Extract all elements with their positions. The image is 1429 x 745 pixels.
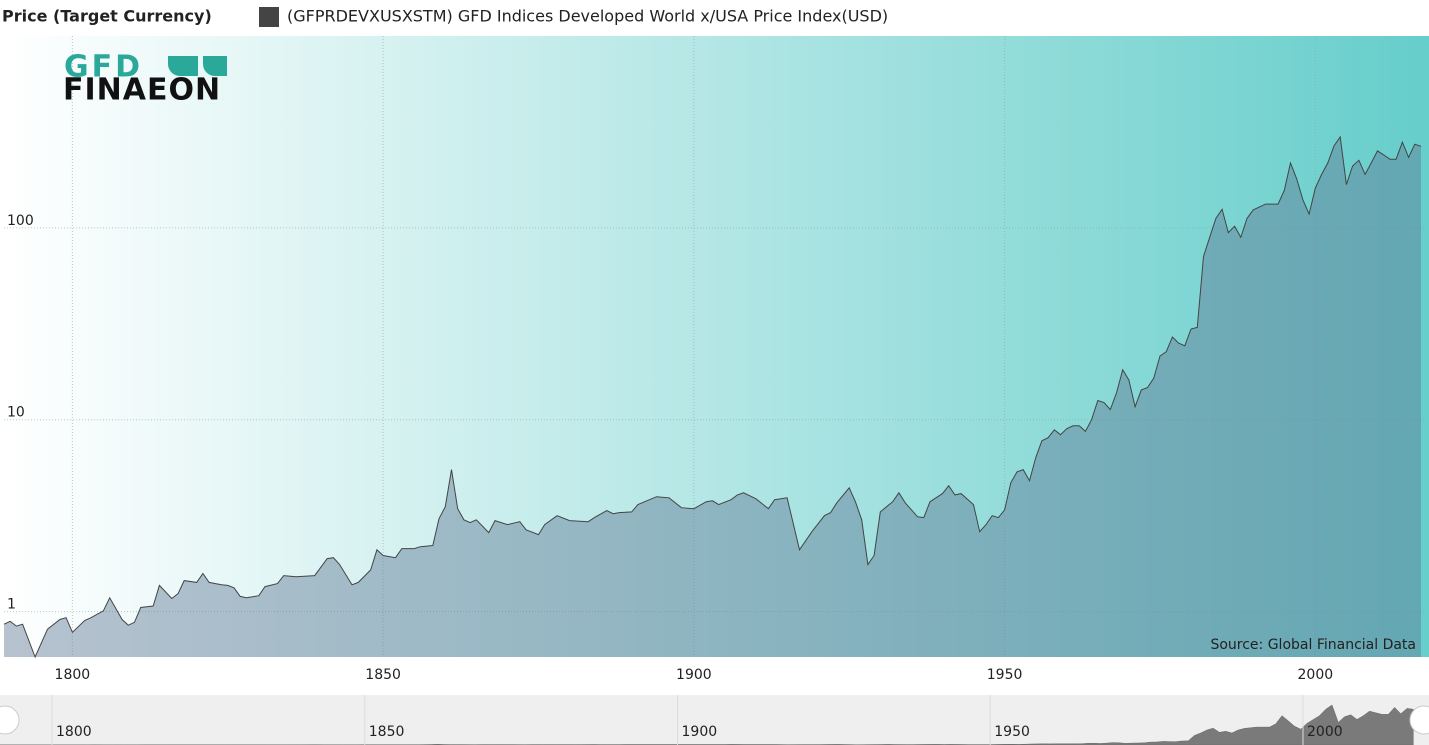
x-tick-label: 2000 bbox=[1298, 667, 1334, 683]
navigator-tick-label: 1950 bbox=[994, 724, 1030, 740]
nav-handle-right[interactable] bbox=[1409, 705, 1429, 735]
y-tick-label: 100 bbox=[7, 213, 34, 229]
legend-swatch[interactable] bbox=[259, 7, 279, 27]
navigator-tick-label: 1850 bbox=[369, 724, 405, 740]
x-tick-label: 1850 bbox=[365, 667, 401, 683]
x-tick-label: 1950 bbox=[987, 667, 1023, 683]
navigator-tick-label: 2000 bbox=[1307, 724, 1343, 740]
nav-handle-left[interactable] bbox=[0, 705, 20, 735]
x-tick-label: 1800 bbox=[55, 667, 91, 683]
y-tick-label: 1 bbox=[7, 597, 16, 613]
source-note: Source: Global Financial Data bbox=[1210, 637, 1416, 653]
navigator-tick-label: 1900 bbox=[682, 724, 718, 740]
logo-top: GFD bbox=[64, 50, 143, 85]
chart-title: Price (Target Currency) bbox=[2, 7, 212, 26]
y-tick-label: 10 bbox=[7, 405, 25, 421]
plot-background bbox=[4, 36, 1429, 657]
line bbox=[3, 135, 1422, 659]
navigator bbox=[0, 695, 1429, 745]
navigator-tick-label: 1800 bbox=[56, 724, 92, 740]
area bbox=[4, 136, 1421, 657]
legend-label[interactable]: (GFPRDEVXUSXSTM) GFD Indices Developed W… bbox=[287, 7, 888, 26]
logo-leaf bbox=[168, 56, 227, 76]
logo-bottom: FINAEON bbox=[63, 73, 221, 108]
x-tick-label: 1900 bbox=[676, 667, 712, 683]
